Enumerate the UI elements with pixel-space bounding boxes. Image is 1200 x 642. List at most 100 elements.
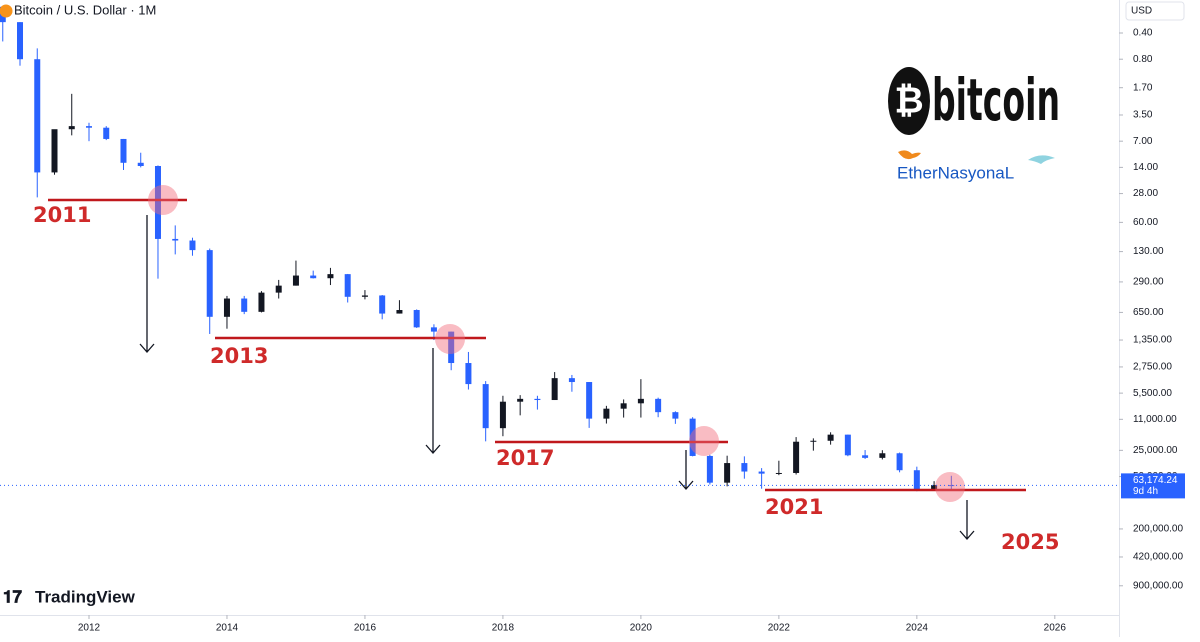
x-tick-label: 2024 xyxy=(906,623,929,634)
candle-body xyxy=(68,126,75,130)
y-tick-label: 0.80 xyxy=(1133,54,1153,65)
candle-body xyxy=(465,363,472,385)
levels xyxy=(48,198,1026,492)
arrow xyxy=(139,215,155,353)
candle-body xyxy=(586,382,593,419)
arrow xyxy=(959,500,975,540)
candle-body xyxy=(292,275,299,286)
x-tick-label: 2026 xyxy=(1044,623,1067,634)
candle-body xyxy=(310,275,317,279)
candle-body xyxy=(827,434,834,441)
dolphin-icon xyxy=(1028,155,1055,164)
annotation: 2017 xyxy=(496,446,554,470)
candle-body xyxy=(758,471,765,474)
candle-body xyxy=(913,470,920,490)
x-tick-label: 2012 xyxy=(78,623,101,634)
symbol-title[interactable]: Bitcoin / U.S. Dollar · 1M xyxy=(14,2,156,17)
candle-body xyxy=(879,453,886,458)
candle-body xyxy=(430,327,437,332)
candle-body xyxy=(34,59,41,173)
platform-logo[interactable]: TradingView xyxy=(35,587,136,606)
candle-body xyxy=(258,292,265,312)
y-tick-label: 5,500.00 xyxy=(1133,388,1172,399)
candle-body xyxy=(482,384,489,429)
candle-body xyxy=(241,298,248,312)
y-tick-label: 130.00 xyxy=(1133,246,1164,257)
annotation: 2011 xyxy=(33,203,91,227)
candle-body xyxy=(223,298,230,317)
candle-body xyxy=(793,441,800,473)
candle-body xyxy=(931,485,938,490)
currency[interactable]: USD xyxy=(1131,6,1152,17)
highlight xyxy=(689,426,719,456)
candle-body xyxy=(896,453,903,471)
candle-body xyxy=(103,127,110,139)
x-tick-label: 2014 xyxy=(216,623,239,634)
candle-body xyxy=(741,463,748,472)
candle-body xyxy=(810,440,817,442)
y-tick-label: 60.00 xyxy=(1133,217,1158,228)
countdown: 9d 4h xyxy=(1133,486,1158,497)
y-tick-label: 1.70 xyxy=(1133,82,1153,93)
candle-body xyxy=(568,378,575,383)
annotation: 2021 xyxy=(765,495,823,519)
price-label: 63,174.24 xyxy=(1133,475,1178,486)
candle-body xyxy=(706,455,713,483)
candle-body xyxy=(655,398,662,413)
candle-body xyxy=(17,22,24,60)
bitcoin-logo-icon xyxy=(888,67,930,135)
x-tick-label: 2020 xyxy=(630,623,653,634)
symbol-icon xyxy=(0,4,13,18)
highlight xyxy=(148,185,178,215)
candle-body xyxy=(724,463,731,483)
candle-body xyxy=(499,401,506,429)
candle-body xyxy=(775,472,782,474)
candle-body xyxy=(689,418,696,456)
candle-body xyxy=(154,166,161,239)
candle-body xyxy=(448,331,455,364)
candle-body xyxy=(172,238,179,241)
y-tick-label: 290.00 xyxy=(1133,277,1164,288)
x-tick-label: 2016 xyxy=(354,623,377,634)
candle-body xyxy=(206,250,213,317)
highlight xyxy=(435,324,465,354)
candle-body xyxy=(603,408,610,419)
arrow xyxy=(678,450,694,490)
candle-body xyxy=(120,138,127,163)
y-tick-label: 650.00 xyxy=(1133,307,1164,318)
annotation: 2025 xyxy=(1001,530,1059,554)
candle-body xyxy=(189,240,196,251)
candle-body xyxy=(534,398,541,401)
candle-body xyxy=(620,403,627,409)
candle-body xyxy=(379,295,386,314)
y-tick-label: 28.00 xyxy=(1133,188,1158,199)
x-tick-label: 2022 xyxy=(768,623,791,634)
y-tick-label: 7.00 xyxy=(1133,136,1153,147)
candle-body xyxy=(344,274,351,297)
candle-body xyxy=(517,398,524,402)
candle-body xyxy=(413,310,420,328)
candle-body xyxy=(862,455,869,458)
candle-body xyxy=(672,412,679,419)
arrows xyxy=(139,215,975,540)
candle-body xyxy=(396,310,403,314)
candles xyxy=(0,6,955,492)
annotation: 2013 xyxy=(210,344,268,368)
bird-icon xyxy=(898,150,921,160)
bitcoin-logo: bitcoin xyxy=(932,66,1060,134)
candle-body xyxy=(844,434,851,456)
y-tick-label: 200,000.00 xyxy=(1133,524,1183,535)
candle-body xyxy=(551,378,558,401)
currency-box[interactable] xyxy=(1125,1,1185,21)
candle-body xyxy=(361,295,368,297)
candle-body xyxy=(51,129,58,173)
candle-body xyxy=(948,485,955,487)
y-tick-label: 2,750.00 xyxy=(1133,362,1172,373)
price-label-box xyxy=(1121,473,1185,499)
tv-icon: 𝟏𝟕 xyxy=(3,587,22,606)
y-tick-label: 1,350.00 xyxy=(1133,335,1172,346)
author: EtherNasyonaL xyxy=(897,163,1014,182)
y-tick-label: 0.40 xyxy=(1133,28,1153,39)
